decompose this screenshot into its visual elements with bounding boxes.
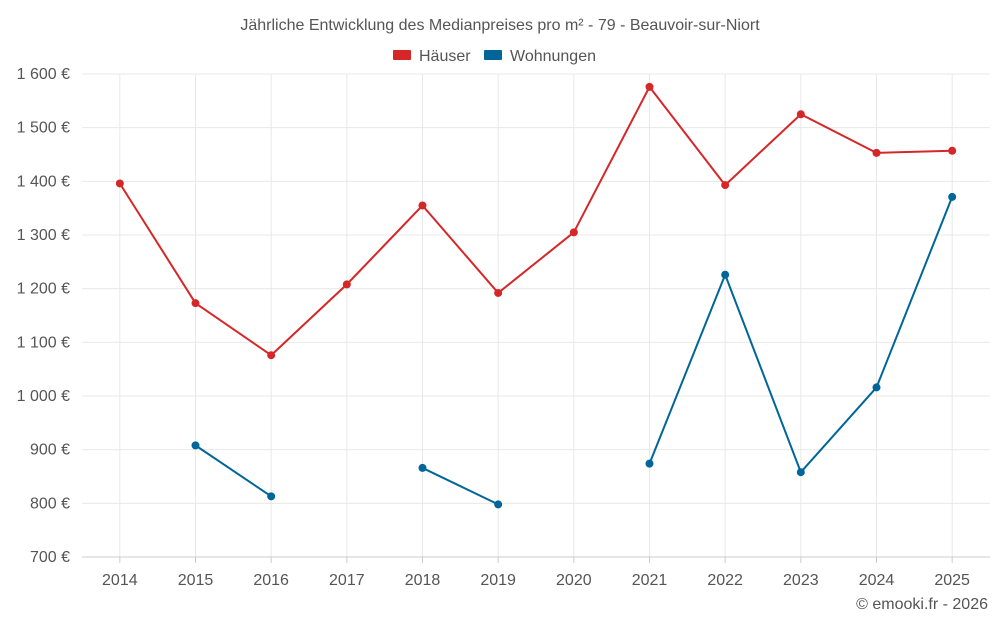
y-tick-label: 1 200 € xyxy=(17,281,70,298)
legend-label-wohnungen[interactable]: Wohnungen xyxy=(510,48,596,65)
x-tick-label: 2015 xyxy=(178,572,214,589)
legend-label-haeuser[interactable]: Häuser xyxy=(419,48,471,65)
y-tick-label: 700 € xyxy=(30,549,70,566)
series xyxy=(115,82,957,509)
data-point-wohnungen-2022[interactable] xyxy=(721,270,730,279)
y-tick-label: 1 000 € xyxy=(17,388,70,405)
legend-swatch-haeuser xyxy=(393,50,411,60)
x-tick-label: 2018 xyxy=(405,572,441,589)
series-haeuser xyxy=(115,82,957,360)
y-tick-label: 900 € xyxy=(30,442,70,459)
data-point-haeuser-2020[interactable] xyxy=(569,228,578,237)
data-point-haeuser-2017[interactable] xyxy=(342,280,351,289)
y-tick-label: 1 600 € xyxy=(17,66,70,83)
data-point-haeuser-2019[interactable] xyxy=(494,288,503,297)
chart-title: Jährliche Entwicklung des Medianpreises … xyxy=(240,17,760,34)
gridlines xyxy=(82,73,990,557)
data-point-haeuser-2014[interactable] xyxy=(115,179,124,188)
x-tick-label: 2023 xyxy=(783,572,819,589)
y-tick-label: 1 400 € xyxy=(17,173,70,190)
y-tick-label: 1 300 € xyxy=(17,227,70,244)
data-point-wohnungen-2021[interactable] xyxy=(645,459,654,468)
series-wohnungen xyxy=(191,192,957,509)
data-point-wohnungen-2025[interactable] xyxy=(948,192,957,201)
x-tick-label: 2022 xyxy=(707,572,743,589)
y-tick-label: 1 500 € xyxy=(17,120,70,137)
x-tick-label: 2017 xyxy=(329,572,365,589)
legend-swatch-wohnungen xyxy=(484,50,502,60)
data-point-wohnungen-2018[interactable] xyxy=(418,463,427,472)
data-point-wohnungen-2015[interactable] xyxy=(191,441,200,450)
y-tick-label: 800 € xyxy=(30,495,70,512)
data-point-wohnungen-2024[interactable] xyxy=(872,383,881,392)
data-point-haeuser-2024[interactable] xyxy=(872,148,881,157)
data-point-haeuser-2022[interactable] xyxy=(721,181,730,190)
credit-text: © emooki.fr - 2026 xyxy=(856,596,988,613)
legend: Häuser Wohnungen xyxy=(393,48,596,65)
x-tick-label: 2021 xyxy=(632,572,668,589)
data-point-wohnungen-2016[interactable] xyxy=(267,492,276,501)
x-tick-label: 2016 xyxy=(253,572,289,589)
data-point-haeuser-2018[interactable] xyxy=(418,201,427,210)
data-point-haeuser-2015[interactable] xyxy=(191,299,200,308)
data-point-haeuser-2025[interactable] xyxy=(948,146,957,155)
data-point-wohnungen-2023[interactable] xyxy=(796,468,805,477)
y-tick-label: 1 100 € xyxy=(17,334,70,351)
x-tick-label: 2020 xyxy=(556,572,592,589)
data-point-haeuser-2023[interactable] xyxy=(796,110,805,119)
data-point-haeuser-2016[interactable] xyxy=(267,351,276,360)
series-line-haeuser xyxy=(118,85,953,357)
data-point-haeuser-2021[interactable] xyxy=(645,82,654,91)
x-tick-label: 2014 xyxy=(102,572,138,589)
x-tick-label: 2025 xyxy=(934,572,970,589)
series-line-wohnungen xyxy=(194,444,272,498)
x-tick-label: 2019 xyxy=(480,572,516,589)
x-tick-label: 2024 xyxy=(859,572,895,589)
data-point-wohnungen-2019[interactable] xyxy=(494,500,503,509)
axes: 700 € 800 € 900 € 1 000 € 1 100 € 1 200 € 1 30… xyxy=(17,66,990,589)
series-line-wohnungen xyxy=(422,467,499,506)
